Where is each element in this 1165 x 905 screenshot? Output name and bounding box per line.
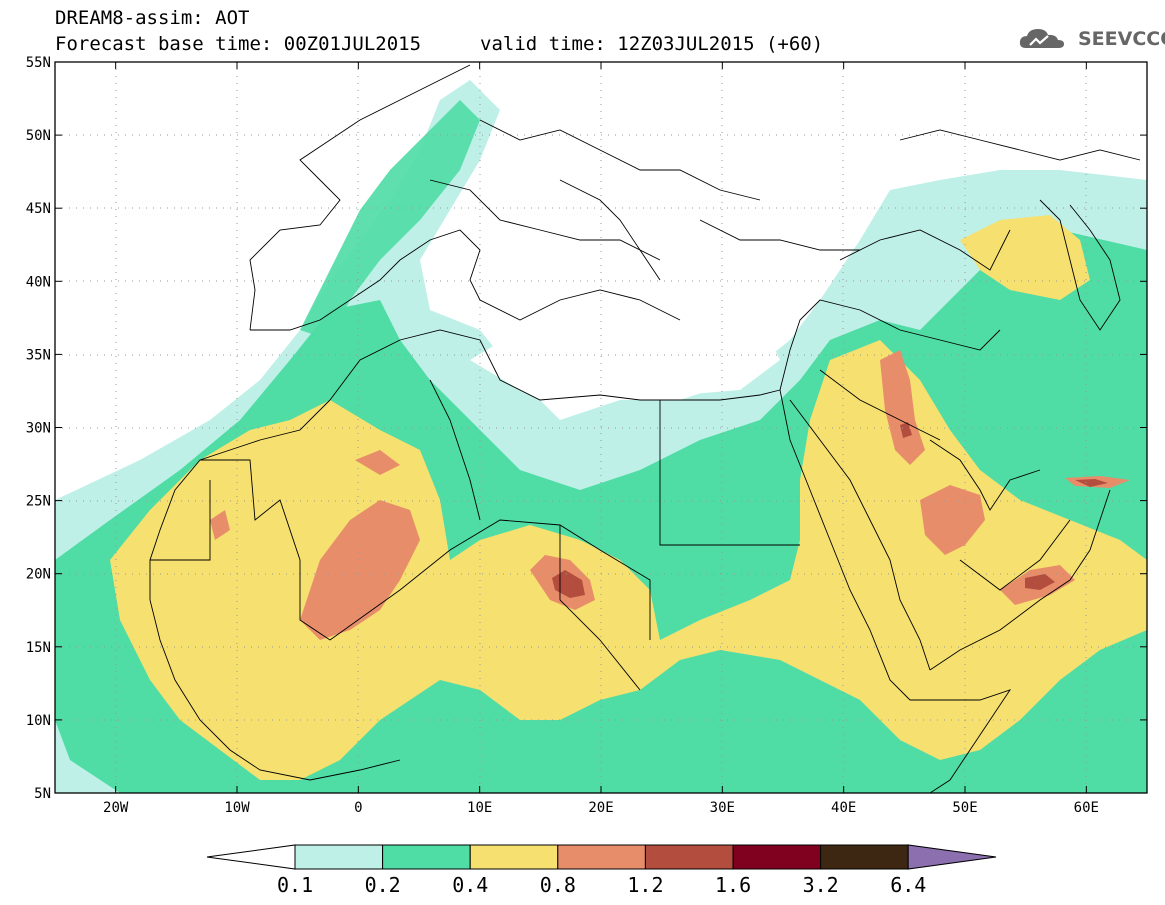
forecast-base-time: Forecast base time: 00Z01JUL2015 — [55, 33, 422, 55]
lon-axis: 20W 10W 0 10E 20E 30E 40E 50E 60E — [103, 62, 1099, 816]
lon-tick-label: 10E — [467, 800, 492, 816]
lon-tick-label: 30E — [710, 800, 735, 816]
lat-tick-label: 40N — [26, 274, 51, 290]
colorbar-high-arrow — [907, 844, 997, 870]
colorbar-label: 1.2 — [627, 873, 664, 897]
lat-tick-label: 5N — [34, 786, 51, 802]
colorbar-label: 1.6 — [715, 873, 752, 897]
lon-tick-label: 0 — [354, 800, 362, 816]
colorbar-segment — [382, 844, 471, 870]
logo-text: SEEVCCC — [1078, 28, 1165, 50]
lon-tick-label: 60E — [1074, 800, 1099, 816]
colorbar-label: 3.2 — [802, 873, 839, 897]
colorbar-segment — [820, 844, 909, 870]
aot-0-4-region — [110, 340, 1147, 780]
cloud-icon — [1019, 29, 1064, 48]
lat-tick-label: 55N — [26, 55, 51, 71]
lon-tick-label: 20W — [103, 800, 129, 816]
colorbar-low-arrow — [206, 844, 296, 870]
colorbar-label: 6.4 — [890, 873, 927, 897]
colorbar-segment — [732, 844, 822, 870]
lat-lon-grid — [55, 62, 1147, 793]
colorbar — [206, 844, 997, 870]
colorbar-label: 0.8 — [539, 873, 576, 897]
colorbar-segment — [644, 844, 734, 870]
map-title: DREAM8-assim: AOT — [55, 7, 250, 29]
colorbar-segment — [557, 844, 646, 870]
lon-tick-label: 20E — [588, 800, 613, 816]
valid-time: valid time: 12Z03JUL2015 (+60) — [480, 33, 824, 55]
lon-tick-label: 50E — [952, 800, 977, 816]
colorbar-label: 0.4 — [452, 873, 489, 897]
lat-tick-label: 35N — [26, 347, 51, 363]
lon-tick-label: 10W — [224, 800, 250, 816]
coastlines — [149, 64, 1141, 793]
lat-tick-label: 10N — [26, 713, 51, 729]
aot-0-8-region — [300, 500, 420, 640]
colorbar-label: 0.2 — [364, 873, 401, 897]
colorbar-label: 0.1 — [277, 873, 314, 897]
lat-tick-label: 20N — [26, 567, 51, 583]
lat-tick-label: 25N — [26, 494, 51, 510]
seevccc-logo: SEEVCCC — [1018, 26, 1165, 52]
colorbar-segment — [469, 844, 559, 870]
lat-axis: 5N 10N 15N 20N 25N 30N 35N 40N 45N 50N 55N — [26, 55, 1147, 802]
lat-tick-label: 50N — [26, 128, 51, 144]
colorbar-segment — [294, 844, 384, 870]
lat-tick-label: 45N — [26, 201, 51, 217]
lat-tick-label: 30N — [26, 421, 51, 437]
lat-tick-label: 15N — [26, 640, 51, 656]
lon-tick-label: 40E — [831, 800, 856, 816]
